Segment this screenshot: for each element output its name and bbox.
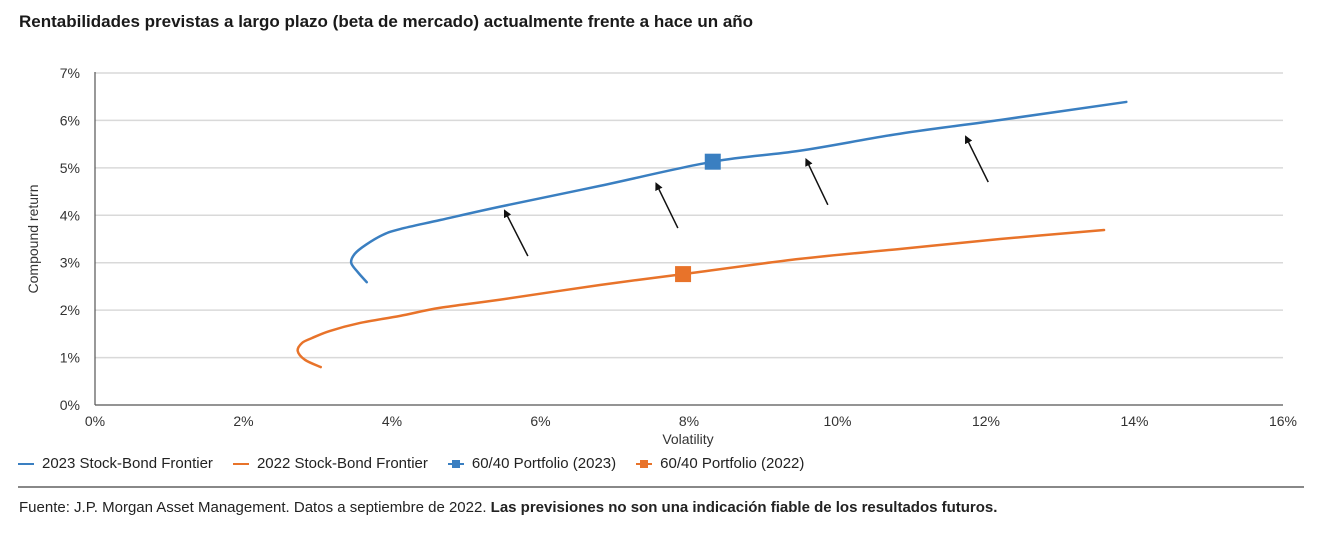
y-tick-label: 3% bbox=[60, 255, 80, 271]
x-tick-label: 14% bbox=[1120, 413, 1148, 429]
y-tick-label: 2% bbox=[60, 302, 80, 318]
disclaimer-text: Las previsiones no son una indicación fi… bbox=[490, 499, 998, 516]
x-tick-label: 6% bbox=[530, 413, 550, 429]
gridlines bbox=[95, 72, 1283, 359]
y-tick-label: 6% bbox=[60, 112, 80, 128]
legend-item-2023-frontier: 2023 Stock-Bond Frontier bbox=[18, 455, 213, 472]
legend-swatch-line bbox=[18, 462, 34, 465]
y-tick-label: 0% bbox=[60, 397, 80, 413]
chart-title: Rentabilidades previstas a largo plazo (… bbox=[19, 12, 754, 31]
chart: 0% 2% 4% 6% 8% 10% 12% 14% 16% 0%1%2%3%4%5%6%7% … bbox=[25, 65, 1297, 447]
annotation-arrows bbox=[503, 135, 989, 257]
legend-swatch-marker bbox=[636, 459, 653, 468]
x-tick-label: 16% bbox=[1269, 413, 1297, 429]
series-line-2023-frontier bbox=[349, 100, 1128, 284]
y-tick-label: 1% bbox=[60, 350, 80, 366]
x-tick-labels: 0% 2% 4% 6% 8% 10% 12% 14% 16% bbox=[85, 413, 1297, 429]
legend: 2023 Stock-Bond Frontier 2022 Stock-Bond… bbox=[18, 455, 824, 472]
legend-swatch-marker bbox=[447, 459, 464, 468]
arrow-annotation bbox=[503, 209, 529, 257]
x-tick-label: 8% bbox=[679, 413, 699, 429]
x-axis-label: Volatility bbox=[662, 431, 713, 447]
x-tick-label: 2% bbox=[233, 413, 253, 429]
x-tick-label: 10% bbox=[823, 413, 851, 429]
legend-label: 2022 Stock-Bond Frontier bbox=[256, 455, 428, 472]
legend-item-2023-portfolio: 60/40 Portfolio (2023) bbox=[447, 455, 617, 472]
arrow-annotation bbox=[805, 157, 829, 206]
legend-label: 60/40 Portfolio (2022) bbox=[660, 455, 805, 472]
source-note: Fuente: J.P. Morgan Asset Management. Da… bbox=[19, 499, 997, 516]
y-tick-label: 7% bbox=[60, 65, 80, 81]
y-tick-label: 5% bbox=[60, 160, 80, 176]
legend-label: 60/40 Portfolio (2023) bbox=[471, 455, 617, 472]
portfolio-marker-2023 bbox=[704, 153, 721, 170]
y-tick-label: 4% bbox=[60, 207, 80, 223]
y-tick-labels: 0% 1% 2% 3% 4% 5% 6% 7% bbox=[60, 65, 80, 413]
x-tick-label: 4% bbox=[382, 413, 402, 429]
x-tick-label: 0% bbox=[85, 413, 105, 429]
y-axis-label: Compound return bbox=[25, 185, 41, 294]
arrow-annotation bbox=[965, 135, 989, 183]
legend-label: 2023 Stock-Bond Frontier bbox=[42, 455, 213, 472]
legend-item-2022-portfolio: 60/40 Portfolio (2022) bbox=[636, 455, 804, 472]
x-tick-label: 12% bbox=[972, 413, 1000, 429]
legend-swatch-line bbox=[232, 462, 249, 465]
series bbox=[296, 100, 1128, 369]
footer-divider bbox=[18, 486, 1304, 488]
source-text: Fuente: J.P. Morgan Asset Management. Da… bbox=[19, 499, 491, 516]
legend-item-2022-frontier: 2022 Stock-Bond Frontier bbox=[232, 455, 428, 472]
arrow-annotation bbox=[655, 182, 679, 229]
series-line-2022-frontier bbox=[296, 228, 1106, 369]
portfolio-marker-2022 bbox=[675, 266, 692, 283]
axes bbox=[94, 72, 1283, 406]
